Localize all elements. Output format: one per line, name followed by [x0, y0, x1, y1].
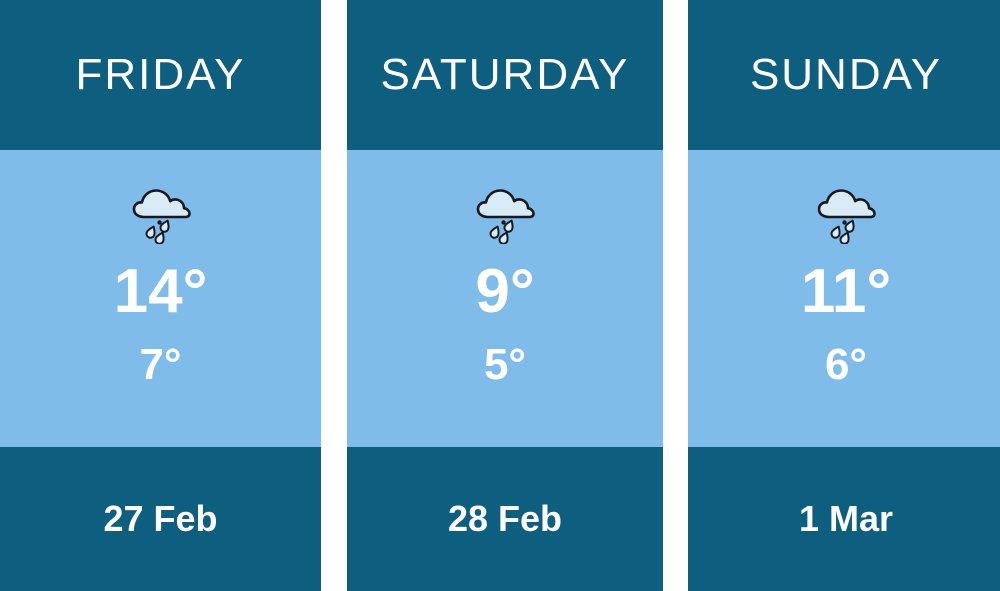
rain-cloud-icon [814, 186, 878, 249]
day-name: SATURDAY [347, 0, 663, 150]
forecast-card-friday: FRIDAY 14° 7° 27 Feb [0, 0, 321, 591]
low-temperature: 7° [139, 340, 182, 389]
forecast-card-sunday: SUNDAY 11° 6° 1 Mar [688, 0, 1000, 591]
low-temperature: 6° [824, 340, 868, 389]
high-temperature: 11° [800, 257, 892, 326]
forecast-card-body: 9° 5° [347, 150, 663, 447]
day-name: SUNDAY [688, 0, 1000, 150]
high-temperature: 9° [475, 257, 535, 326]
high-temperature: 14° [113, 257, 208, 326]
date-label: 1 Mar [688, 447, 1000, 591]
forecast-card-body: 14° 7° [0, 150, 321, 447]
rain-cloud-icon [473, 186, 537, 249]
forecast-card-body: 11° 6° [688, 150, 1000, 447]
rain-cloud-icon [129, 186, 193, 249]
date-label: 28 Feb [347, 447, 663, 591]
day-name: FRIDAY [0, 0, 321, 150]
date-label: 27 Feb [0, 447, 321, 591]
low-temperature: 5° [483, 340, 527, 389]
forecast-card-saturday: SATURDAY 9° 5° 28 Feb [347, 0, 663, 591]
